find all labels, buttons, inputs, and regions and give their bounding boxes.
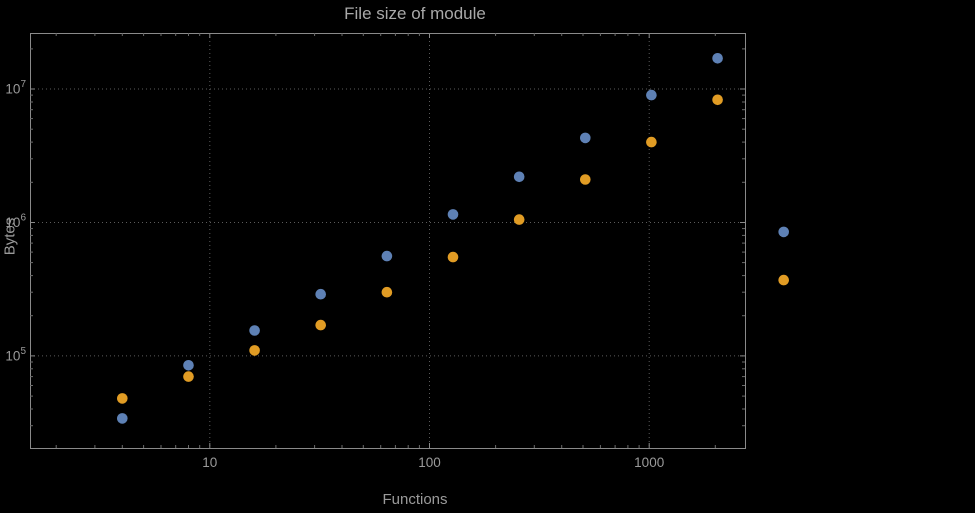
y-tick-label-10e5: 105 (5, 346, 26, 364)
data-point-series-2-orange-x512 (580, 174, 591, 185)
y-tick-label-10e7: 107 (5, 79, 26, 97)
data-point-series-2-orange-x64 (381, 286, 393, 298)
x-tick-label-10: 10 (202, 455, 217, 470)
data-point-series-1-blue-x16 (249, 325, 260, 336)
data-point-series-2-orange-x8 (183, 371, 194, 382)
data-point-series-1-blue-x2048 (712, 53, 723, 64)
data-point-series-1-blue-x64 (381, 250, 393, 262)
plot-frame (30, 33, 746, 449)
data-point-series-2-orange-x4 (117, 393, 128, 404)
data-point-series-1-blue-x512 (580, 132, 591, 144)
data-point-series-2-orange-x256 (513, 214, 525, 225)
data-point-series-1-blue-x1024 (646, 89, 657, 101)
data-point-series-1-blue-x256 (513, 171, 525, 183)
data-point-series-1-blue-x32 (315, 288, 327, 300)
chart-title: File size of module (344, 4, 486, 23)
data-point-series-1-blue-x128 (447, 209, 459, 220)
x-tick-label-100: 100 (418, 455, 441, 470)
y-tick-label-10e6: 106 (5, 213, 26, 231)
data-point-series-2-orange-x32 (315, 319, 327, 331)
data-point-series-2-orange-x128 (447, 251, 459, 263)
data-point-series-1-blue-x8 (183, 360, 194, 371)
x-axis-label: Functions (382, 491, 448, 508)
data-point-series-1-blue-x4096 (778, 226, 789, 238)
x-tick-label-1000: 1000 (634, 455, 664, 470)
data-point-series-2-orange-x16 (249, 345, 260, 356)
data-point-series-2-orange-x2048 (712, 94, 723, 106)
data-point-series-2-orange-x1024 (646, 136, 657, 148)
data-point-series-1-blue-x4 (117, 413, 128, 424)
data-point-series-2-orange-x4096 (778, 274, 789, 286)
